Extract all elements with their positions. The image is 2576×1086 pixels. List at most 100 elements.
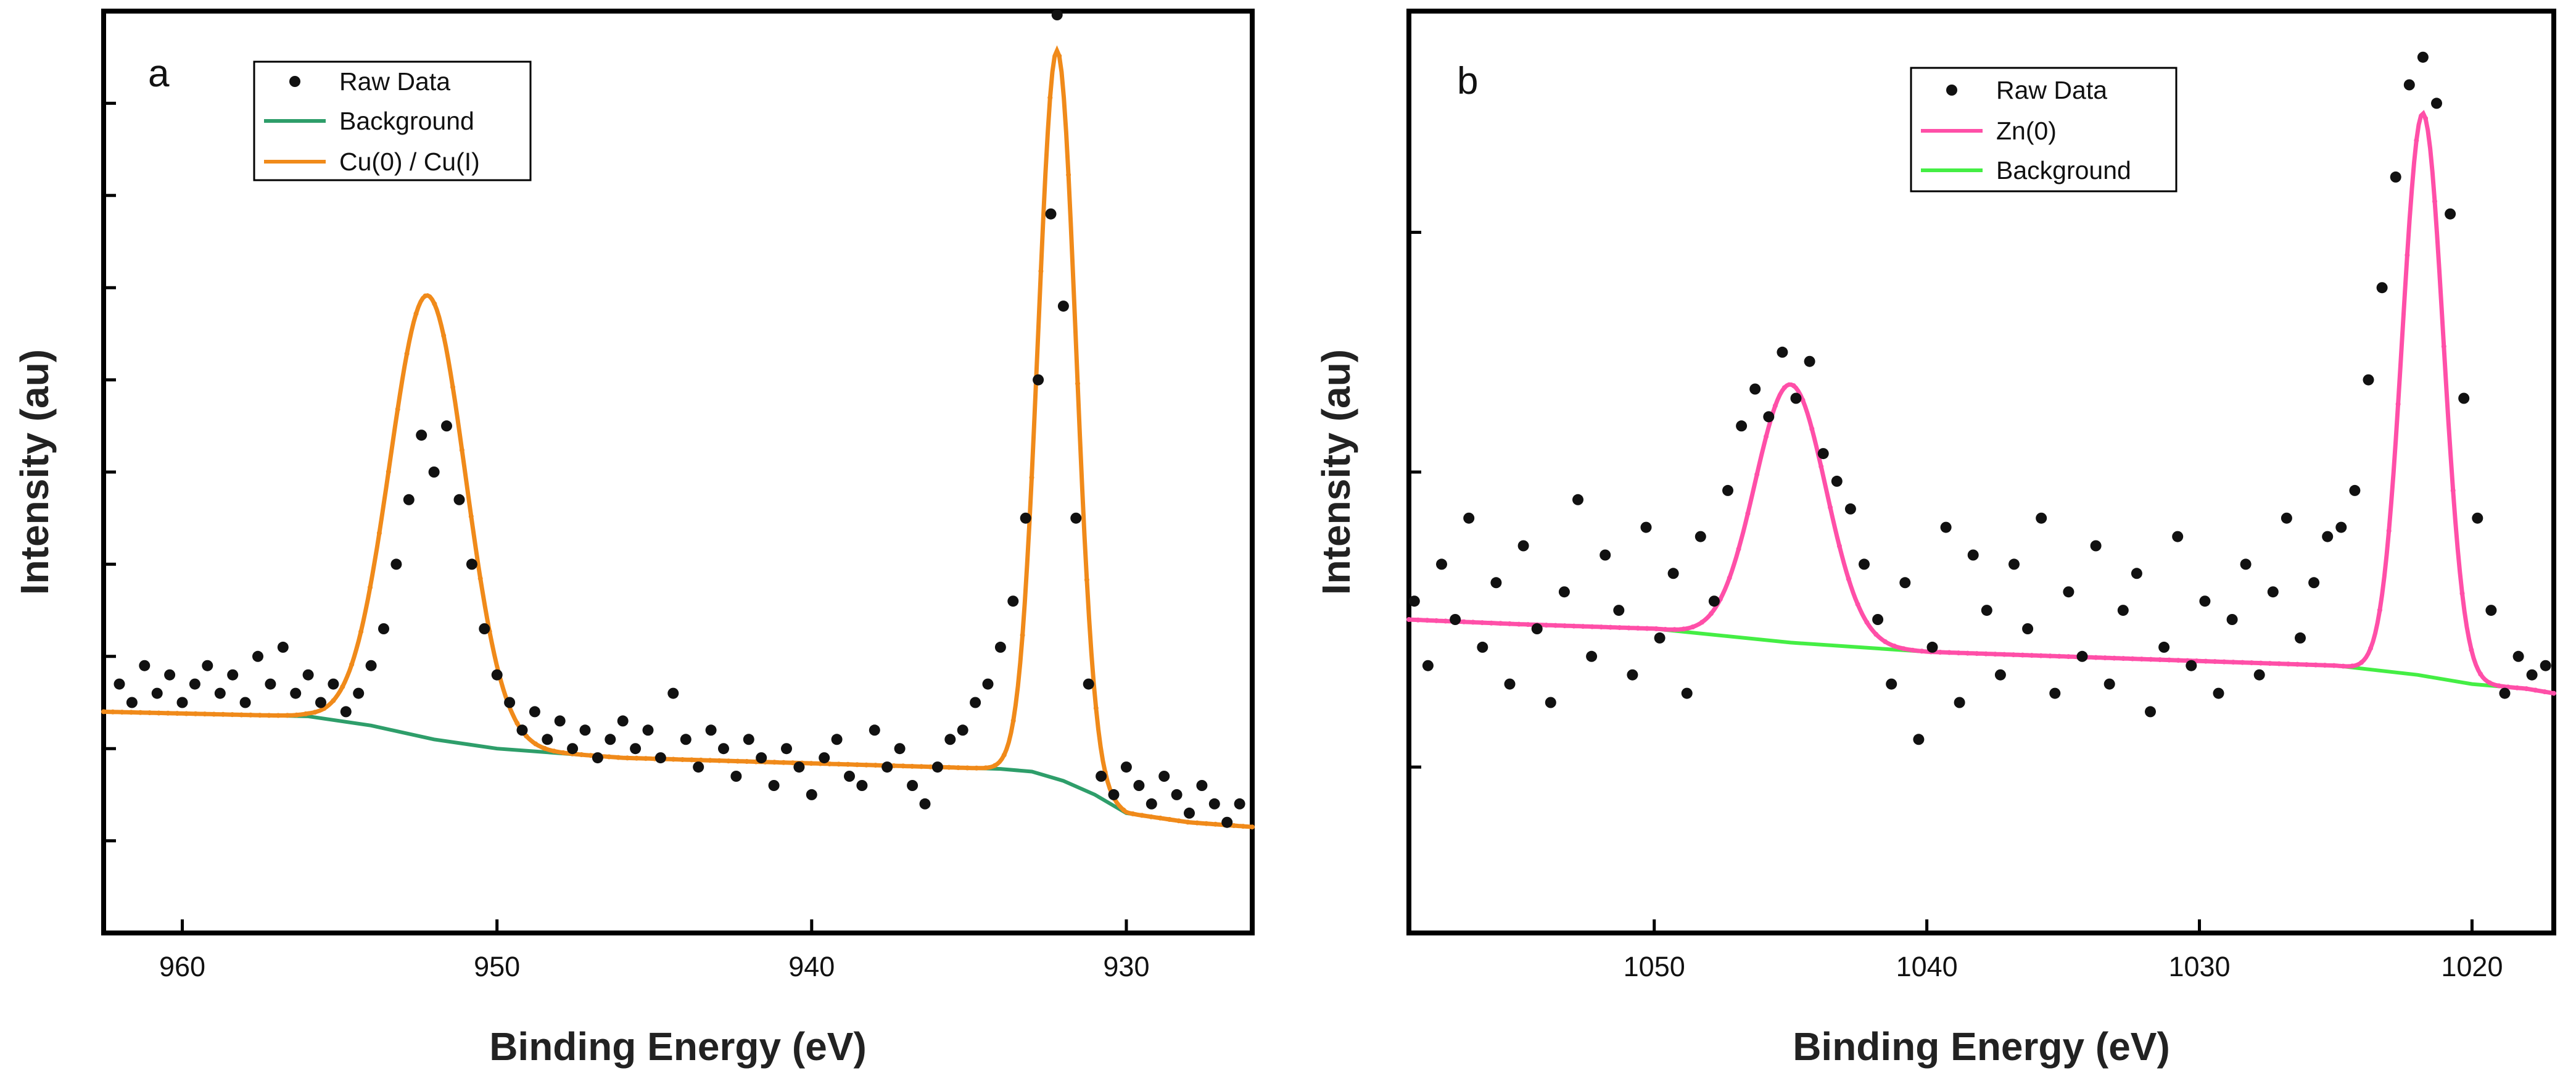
panel-b-label: b xyxy=(1457,60,1478,102)
panel-a-fit-marker xyxy=(744,759,749,764)
panel-a-raw-data-point xyxy=(894,743,906,755)
panel-b: b Binding Energy (eV) Intensity (au) 105… xyxy=(1314,9,2556,1069)
panel-b-fit-marker xyxy=(2203,658,2208,664)
panel-a-raw-data-point xyxy=(164,669,176,681)
panel-b-fit-marker xyxy=(1864,620,1870,625)
panel-b-raw-data-point xyxy=(2131,568,2142,579)
panel-b-fit-marker xyxy=(1590,624,1595,629)
panel-b-fit-marker xyxy=(2029,653,2034,658)
panel-a-raw-data-point xyxy=(907,780,919,791)
panel-a-fit-marker xyxy=(946,765,952,770)
panel-a-raw-data-point xyxy=(869,724,880,736)
panel-a-raw-data-point xyxy=(617,715,629,727)
panel-a-fit-marker xyxy=(698,757,704,763)
panel-a-raw-data-point xyxy=(1051,9,1063,20)
panel-a-fit-marker xyxy=(836,761,841,767)
panel-a-raw-data-point xyxy=(1133,780,1145,791)
panel-a-fit-marker xyxy=(1130,811,1136,816)
panel-a-fit-marker xyxy=(809,761,814,766)
panel-b-raw-data-point xyxy=(1967,549,1979,561)
panel-a-fit-marker xyxy=(477,576,483,581)
panel-a-fit-marker xyxy=(1057,53,1062,59)
panel-b-fit-marker xyxy=(2377,607,2382,613)
panel-b-fit-marker xyxy=(2469,647,2474,653)
panel-a-raw-data-point xyxy=(667,687,679,699)
panel-b-fit-marker xyxy=(1617,625,1622,631)
panel-b-fit-marker xyxy=(1580,624,1586,629)
panel-b-fit-marker xyxy=(1809,426,1815,431)
panel-b-fit-marker xyxy=(2148,657,2153,662)
panel-a-fit-marker xyxy=(138,710,143,715)
panel-a-fit-marker xyxy=(634,755,639,761)
panel-a-raw-data-point xyxy=(630,743,642,755)
panel-a-raw-data-point xyxy=(328,678,339,690)
panel-b-fit-marker xyxy=(2533,687,2538,693)
panel-b-raw-data-point xyxy=(1613,605,1625,616)
panel-a-fit-marker xyxy=(827,761,832,766)
panel-a-raw-data-point xyxy=(340,706,352,718)
panel-a-raw-data-point xyxy=(227,669,239,681)
panel-a-raw-data-point xyxy=(1120,761,1132,773)
panel-a-raw-data-point xyxy=(1146,798,1157,810)
panel-a-fit-marker xyxy=(643,756,648,761)
panel-a-raw-data-point xyxy=(1007,595,1019,607)
panel-b-raw-data-point xyxy=(1899,577,1911,589)
panel-b-x-tick-label: 1030 xyxy=(2168,951,2230,982)
panel-b-raw-data-point xyxy=(1736,420,1748,432)
panel-b-raw-data-point xyxy=(1463,512,1475,524)
panel-b-fit-marker xyxy=(1883,639,1888,644)
panel-a-fit-marker xyxy=(717,758,722,763)
panel-a-fit-marker xyxy=(386,469,391,475)
panel-b-raw-data-point xyxy=(1545,697,1556,708)
panel-b-raw-data-point xyxy=(2363,374,2374,386)
panel-a-raw-data-point xyxy=(516,724,528,736)
panel-b-fit-marker xyxy=(1434,618,1439,623)
panel-b-raw-data-point xyxy=(1804,355,1815,367)
panel-a-fit-marker xyxy=(340,684,345,689)
panel-b-raw-data-point xyxy=(2458,392,2470,404)
panel-a-raw-data-point xyxy=(768,780,780,791)
panel-b-fit-marker xyxy=(1891,644,1897,649)
panel-b-fit-marker xyxy=(1818,464,1824,470)
panel-b-fit-marker xyxy=(2121,656,2126,661)
panel-b-fit-marker xyxy=(1562,623,1567,629)
panel-a-raw-data-point xyxy=(554,715,566,727)
panel-b-fit-marker xyxy=(1965,650,1970,656)
panel-a-fit-marker xyxy=(303,711,308,716)
panel-a-raw-data-point xyxy=(365,660,377,671)
panel-b-fit-marker xyxy=(1745,511,1751,516)
panel-b-raw-data-point xyxy=(2090,540,2102,552)
panel-a-raw-data-point xyxy=(819,752,830,764)
panel-a-fit-marker xyxy=(1176,818,1181,824)
panel-a-fit-marker xyxy=(276,713,281,718)
panel-b-fit-marker xyxy=(1709,611,1714,616)
panel-a-raw-data-point xyxy=(403,494,415,505)
panel-a-raw-data-point xyxy=(730,771,742,782)
panel-a-raw-data-point xyxy=(202,660,213,671)
panel-a-fit-marker xyxy=(606,754,612,760)
panel-a-fit-marker xyxy=(441,333,447,338)
panel-a-raw-data-point xyxy=(1196,780,1208,791)
panel-b-fit-marker xyxy=(1901,646,1906,652)
panel-b-raw-data-point xyxy=(1681,687,1693,699)
panel-b-fit-marker xyxy=(1507,621,1513,626)
panel-a-raw-data-point xyxy=(378,623,389,634)
panel-a-fit-marker xyxy=(909,763,915,769)
panel-a-raw-data-point xyxy=(176,697,188,708)
panel-b-fit-marker xyxy=(2166,657,2172,663)
panel-a-raw-data-point xyxy=(756,752,767,764)
panel-a-fit-marker xyxy=(312,710,318,715)
panel-b-x-tick-label: 1040 xyxy=(1896,951,1958,982)
panel-b-fit-marker xyxy=(1488,620,1494,626)
panel-a-fit-marker xyxy=(974,765,980,771)
panel-b-raw-data-point xyxy=(2281,512,2292,524)
panel-a-fit-marker xyxy=(229,712,235,718)
panel-a-fit-marker xyxy=(450,384,455,390)
panel-a-raw-data-point xyxy=(567,743,579,755)
panel-b-raw-data-point xyxy=(1667,568,1679,579)
panel-a-fit-marker xyxy=(128,710,134,715)
panel-a-raw-data-point xyxy=(718,743,729,755)
panel-a-raw-data-point xyxy=(353,687,365,699)
panel-b-raw-data-point xyxy=(1763,411,1775,423)
panel-a-x-tick-label: 950 xyxy=(474,951,520,982)
